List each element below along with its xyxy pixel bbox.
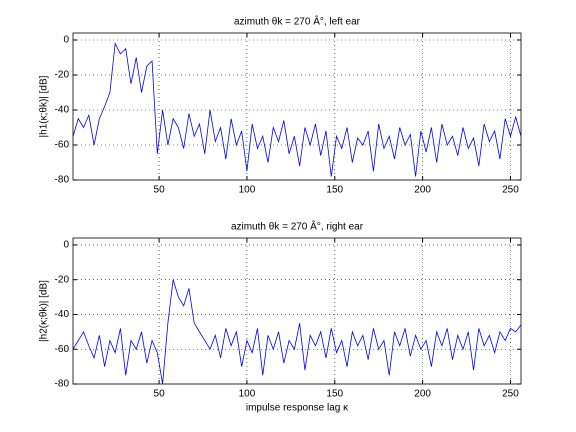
line-series (72, 42, 522, 177)
chart-title: azimuth θk = 270 Â°, right ear (231, 220, 364, 233)
y-tick-label: -80 (55, 175, 70, 186)
y-axis-label: |h1(κ;θk)| [dB] (39, 75, 50, 137)
y-tick-label: -80 (55, 379, 70, 390)
x-tick-label: 50 (154, 389, 166, 400)
x-tick-label: 150 (326, 389, 343, 400)
axes-frame (72, 237, 522, 385)
x-tick-label: 200 (414, 389, 431, 400)
y-axis-label: |h2(κ;θk)| [dB] (39, 280, 50, 342)
x-tick-label: 150 (326, 185, 343, 196)
chart-title: azimuth θk = 270 Â°, left ear (234, 15, 361, 28)
y-tick-label: -20 (55, 70, 70, 81)
y-tick-label: -20 (55, 274, 70, 285)
line-series (72, 279, 522, 385)
x-tick-label: 250 (502, 389, 519, 400)
y-tick-label: -40 (55, 309, 70, 320)
x-axis-label: impulse response lag κ (246, 403, 349, 414)
y-tick-label: 0 (63, 240, 69, 251)
x-tick-label: 200 (414, 185, 431, 196)
x-tick-label: 50 (154, 185, 166, 196)
x-tick-label: 250 (502, 185, 519, 196)
y-tick-label: 0 (63, 35, 69, 46)
y-tick-label: -40 (55, 105, 70, 116)
y-tick-label: -60 (55, 344, 70, 355)
y-tick-label: -60 (55, 140, 70, 151)
plot-area (73, 238, 521, 384)
x-tick-label: 100 (239, 185, 256, 196)
axes-frame (72, 32, 522, 181)
plot-area (73, 33, 521, 180)
x-tick-label: 100 (239, 389, 256, 400)
